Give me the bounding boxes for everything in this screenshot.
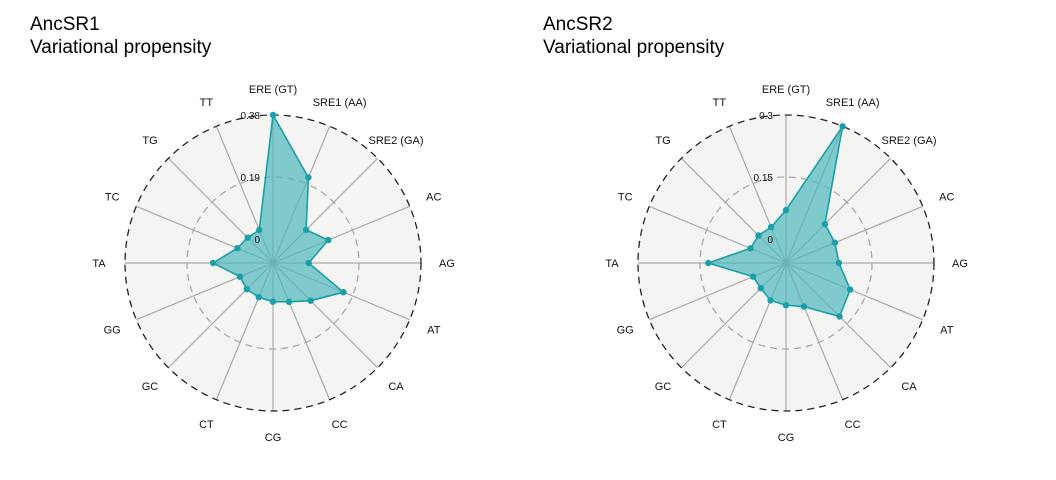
data-point — [749, 273, 757, 280]
chart-title: AncSR1 — [30, 14, 100, 35]
data-point — [302, 226, 310, 234]
data-point — [307, 297, 314, 304]
axis-label: ERE (GT) — [249, 84, 297, 96]
axis-label: CA — [388, 381, 404, 393]
radar-panel-ancsr2: AncSR2 Variational propensity 0 0.15 0.3 ER… — [513, 0, 1041, 480]
data-point — [767, 223, 775, 231]
axis-label: TT — [713, 97, 727, 109]
radial-tick-label: 0.38 — [241, 111, 261, 122]
axis-label: ERE (GT) — [762, 84, 810, 96]
axis-label: TG — [142, 135, 157, 147]
data-point — [782, 302, 790, 309]
chart-subtitle: Variational propensity — [30, 37, 212, 58]
axis-label: AT — [940, 325, 954, 337]
data-point — [255, 294, 262, 301]
radial-tick-label: 0.15 — [754, 173, 774, 184]
grid-ring-mid — [186, 176, 360, 350]
data-point — [209, 259, 217, 267]
data-point — [705, 259, 712, 267]
radial-tick-label: 0.3 — [759, 111, 773, 122]
axis-label: AC — [426, 191, 441, 203]
axis-label: SRE1 (AA) — [826, 97, 880, 109]
axis-label: SRE2 (GA) — [368, 135, 423, 147]
data-point — [831, 239, 839, 246]
axis-label: SRE2 (GA) — [881, 135, 936, 147]
axis-label: TG — [655, 135, 670, 147]
chart-title: AncSR2 — [543, 14, 613, 35]
axis-label: CC — [332, 419, 348, 431]
data-point — [340, 289, 347, 296]
axis-label: SRE1 (AA) — [313, 97, 367, 109]
data-point — [835, 259, 843, 267]
data-point — [767, 297, 774, 304]
grid-ring-outer — [637, 114, 935, 412]
data-point — [782, 206, 790, 214]
axis-label: TC — [618, 191, 633, 203]
data-point — [757, 285, 764, 292]
axis-label: CC — [845, 419, 861, 431]
chart-subtitle: Variational propensity — [543, 37, 725, 58]
axis-label: CG — [265, 432, 282, 444]
axis-label: AG — [952, 258, 968, 270]
data-point — [839, 123, 846, 130]
data-point — [800, 303, 808, 310]
data-point — [847, 286, 854, 293]
data-point — [256, 226, 263, 234]
axis-label: CA — [901, 381, 917, 393]
data-point — [821, 220, 829, 228]
axis-label: CT — [199, 419, 214, 431]
axis-label: GC — [142, 381, 159, 393]
data-point — [243, 286, 250, 293]
data-point — [285, 298, 293, 305]
data-point — [236, 273, 244, 280]
radial-tick-label: 0.19 — [241, 173, 261, 184]
axis-label: AT — [427, 325, 441, 337]
radar-chart: 0 0.15 0.3 ERE (GT) SRE1 (AA) SRE2 (GA) AC AG AT… — [605, 84, 968, 444]
axis-label: TT — [200, 97, 214, 109]
data-point — [244, 234, 251, 241]
data-point — [305, 174, 312, 181]
axis-label: TA — [605, 258, 619, 270]
axis-label: CT — [712, 419, 727, 431]
axis-label: GG — [617, 325, 634, 337]
axis-label: TA — [92, 258, 106, 270]
axis-label: CG — [778, 432, 795, 444]
axis-label: AG — [439, 258, 455, 270]
grid-ring-mid — [699, 176, 873, 350]
data-point — [305, 259, 312, 267]
data-point — [755, 232, 762, 239]
data-point — [747, 245, 754, 252]
axis-label: GG — [104, 325, 121, 337]
axis-label: TC — [105, 191, 120, 203]
data-point — [234, 245, 241, 252]
radial-tick-label: 0 — [254, 235, 260, 246]
radial-tick-label: 0 — [767, 235, 773, 246]
data-point — [836, 313, 843, 320]
data-point — [269, 298, 277, 305]
data-point — [325, 236, 332, 244]
axis-label: AC — [939, 191, 954, 203]
axis-label: GC — [655, 381, 672, 393]
radar-chart: 0 0.19 0.38 ERE (GT) SRE1 (AA) SRE2 (GA) AC AG A… — [92, 84, 455, 444]
data-point — [269, 111, 277, 119]
radar-panel-ancsr1: AncSR1 Variational propensity 0 0.19 0.38 E… — [30, 14, 455, 444]
